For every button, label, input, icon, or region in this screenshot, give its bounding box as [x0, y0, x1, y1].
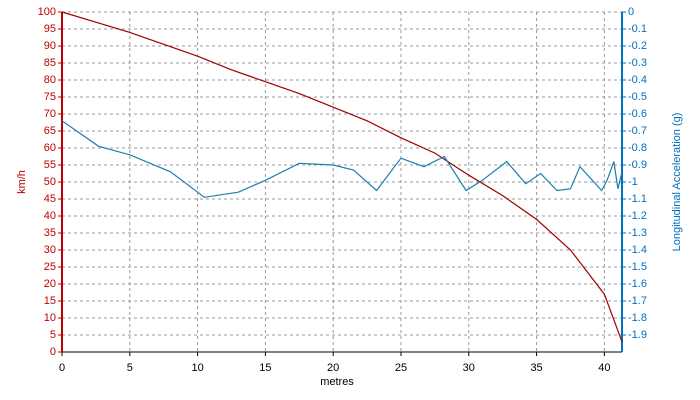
y2-tick-label: -1.7: [628, 295, 647, 307]
y-tick-label: 60: [44, 142, 56, 154]
x-tick-label: 5: [127, 362, 133, 374]
y2-tick-label: -1.9: [628, 329, 647, 341]
y2-axis-label: Longitudinal Acceleration (g): [671, 113, 683, 252]
y-tick-label: 65: [44, 125, 56, 137]
y-tick-label: 95: [44, 23, 56, 35]
y2-tick-label: -1: [628, 176, 638, 188]
series-line: [61, 11, 623, 343]
y-tick-label: 40: [44, 210, 56, 222]
y-tick-label: 75: [44, 91, 56, 103]
y2-tick-label: -0.1: [628, 23, 647, 35]
y-tick-label: 50: [44, 176, 56, 188]
y-tick-label: 80: [44, 74, 56, 86]
y-tick-label: 20: [44, 278, 56, 290]
y2-tick-label: -0.4: [628, 74, 647, 86]
y2-tick-label: -1.3: [628, 227, 647, 239]
y2-tick-label: -0.5: [628, 91, 647, 103]
x-axis-label: metres: [320, 376, 354, 388]
y-tick-label: 85: [44, 57, 56, 69]
y2-tick-label: -0.8: [628, 142, 647, 154]
y-tick-label: 45: [44, 193, 56, 205]
x-tick-label: 15: [259, 362, 271, 374]
x-tick-label: 20: [327, 362, 339, 374]
y-tick-label: 100: [38, 6, 56, 18]
y2-tick-label: -1.1: [628, 193, 647, 205]
y-tick-label: 70: [44, 108, 56, 120]
y2-tick-label: -0.6: [628, 108, 647, 120]
y2-tick-label: -1.2: [628, 210, 647, 222]
x-tick-label: 0: [59, 362, 65, 374]
y-tick-label: 0: [50, 346, 56, 358]
y-tick-label: 35: [44, 227, 56, 239]
x-tick-label: 25: [395, 362, 407, 374]
y-tick-label: 25: [44, 261, 56, 273]
series-line: [61, 120, 623, 198]
y-tick-label: 90: [44, 40, 56, 52]
x-tick-label: 10: [191, 362, 203, 374]
x-tick-label: 40: [598, 362, 610, 374]
y-tick-label: 55: [44, 159, 56, 171]
x-tick-label: 35: [530, 362, 542, 374]
y-axis-label: km/h: [16, 170, 28, 194]
y2-tick-label: -0.9: [628, 159, 647, 171]
y2-tick-label: -0.3: [628, 57, 647, 69]
y2-tick-label: -1.6: [628, 278, 647, 290]
y2-tick-label: -1.8: [628, 312, 647, 324]
y-tick-label: 15: [44, 295, 56, 307]
y2-tick-label: -0.7: [628, 125, 647, 137]
y2-tick-label: -1.4: [628, 244, 647, 256]
x-tick-label: 30: [463, 362, 475, 374]
y2-tick-label: -0.2: [628, 40, 647, 52]
y2-tick-label: 0: [628, 6, 634, 18]
y-tick-label: 5: [50, 329, 56, 341]
y-tick-label: 10: [44, 312, 56, 324]
y-tick-label: 30: [44, 244, 56, 256]
y2-tick-label: -1.5: [628, 261, 647, 273]
